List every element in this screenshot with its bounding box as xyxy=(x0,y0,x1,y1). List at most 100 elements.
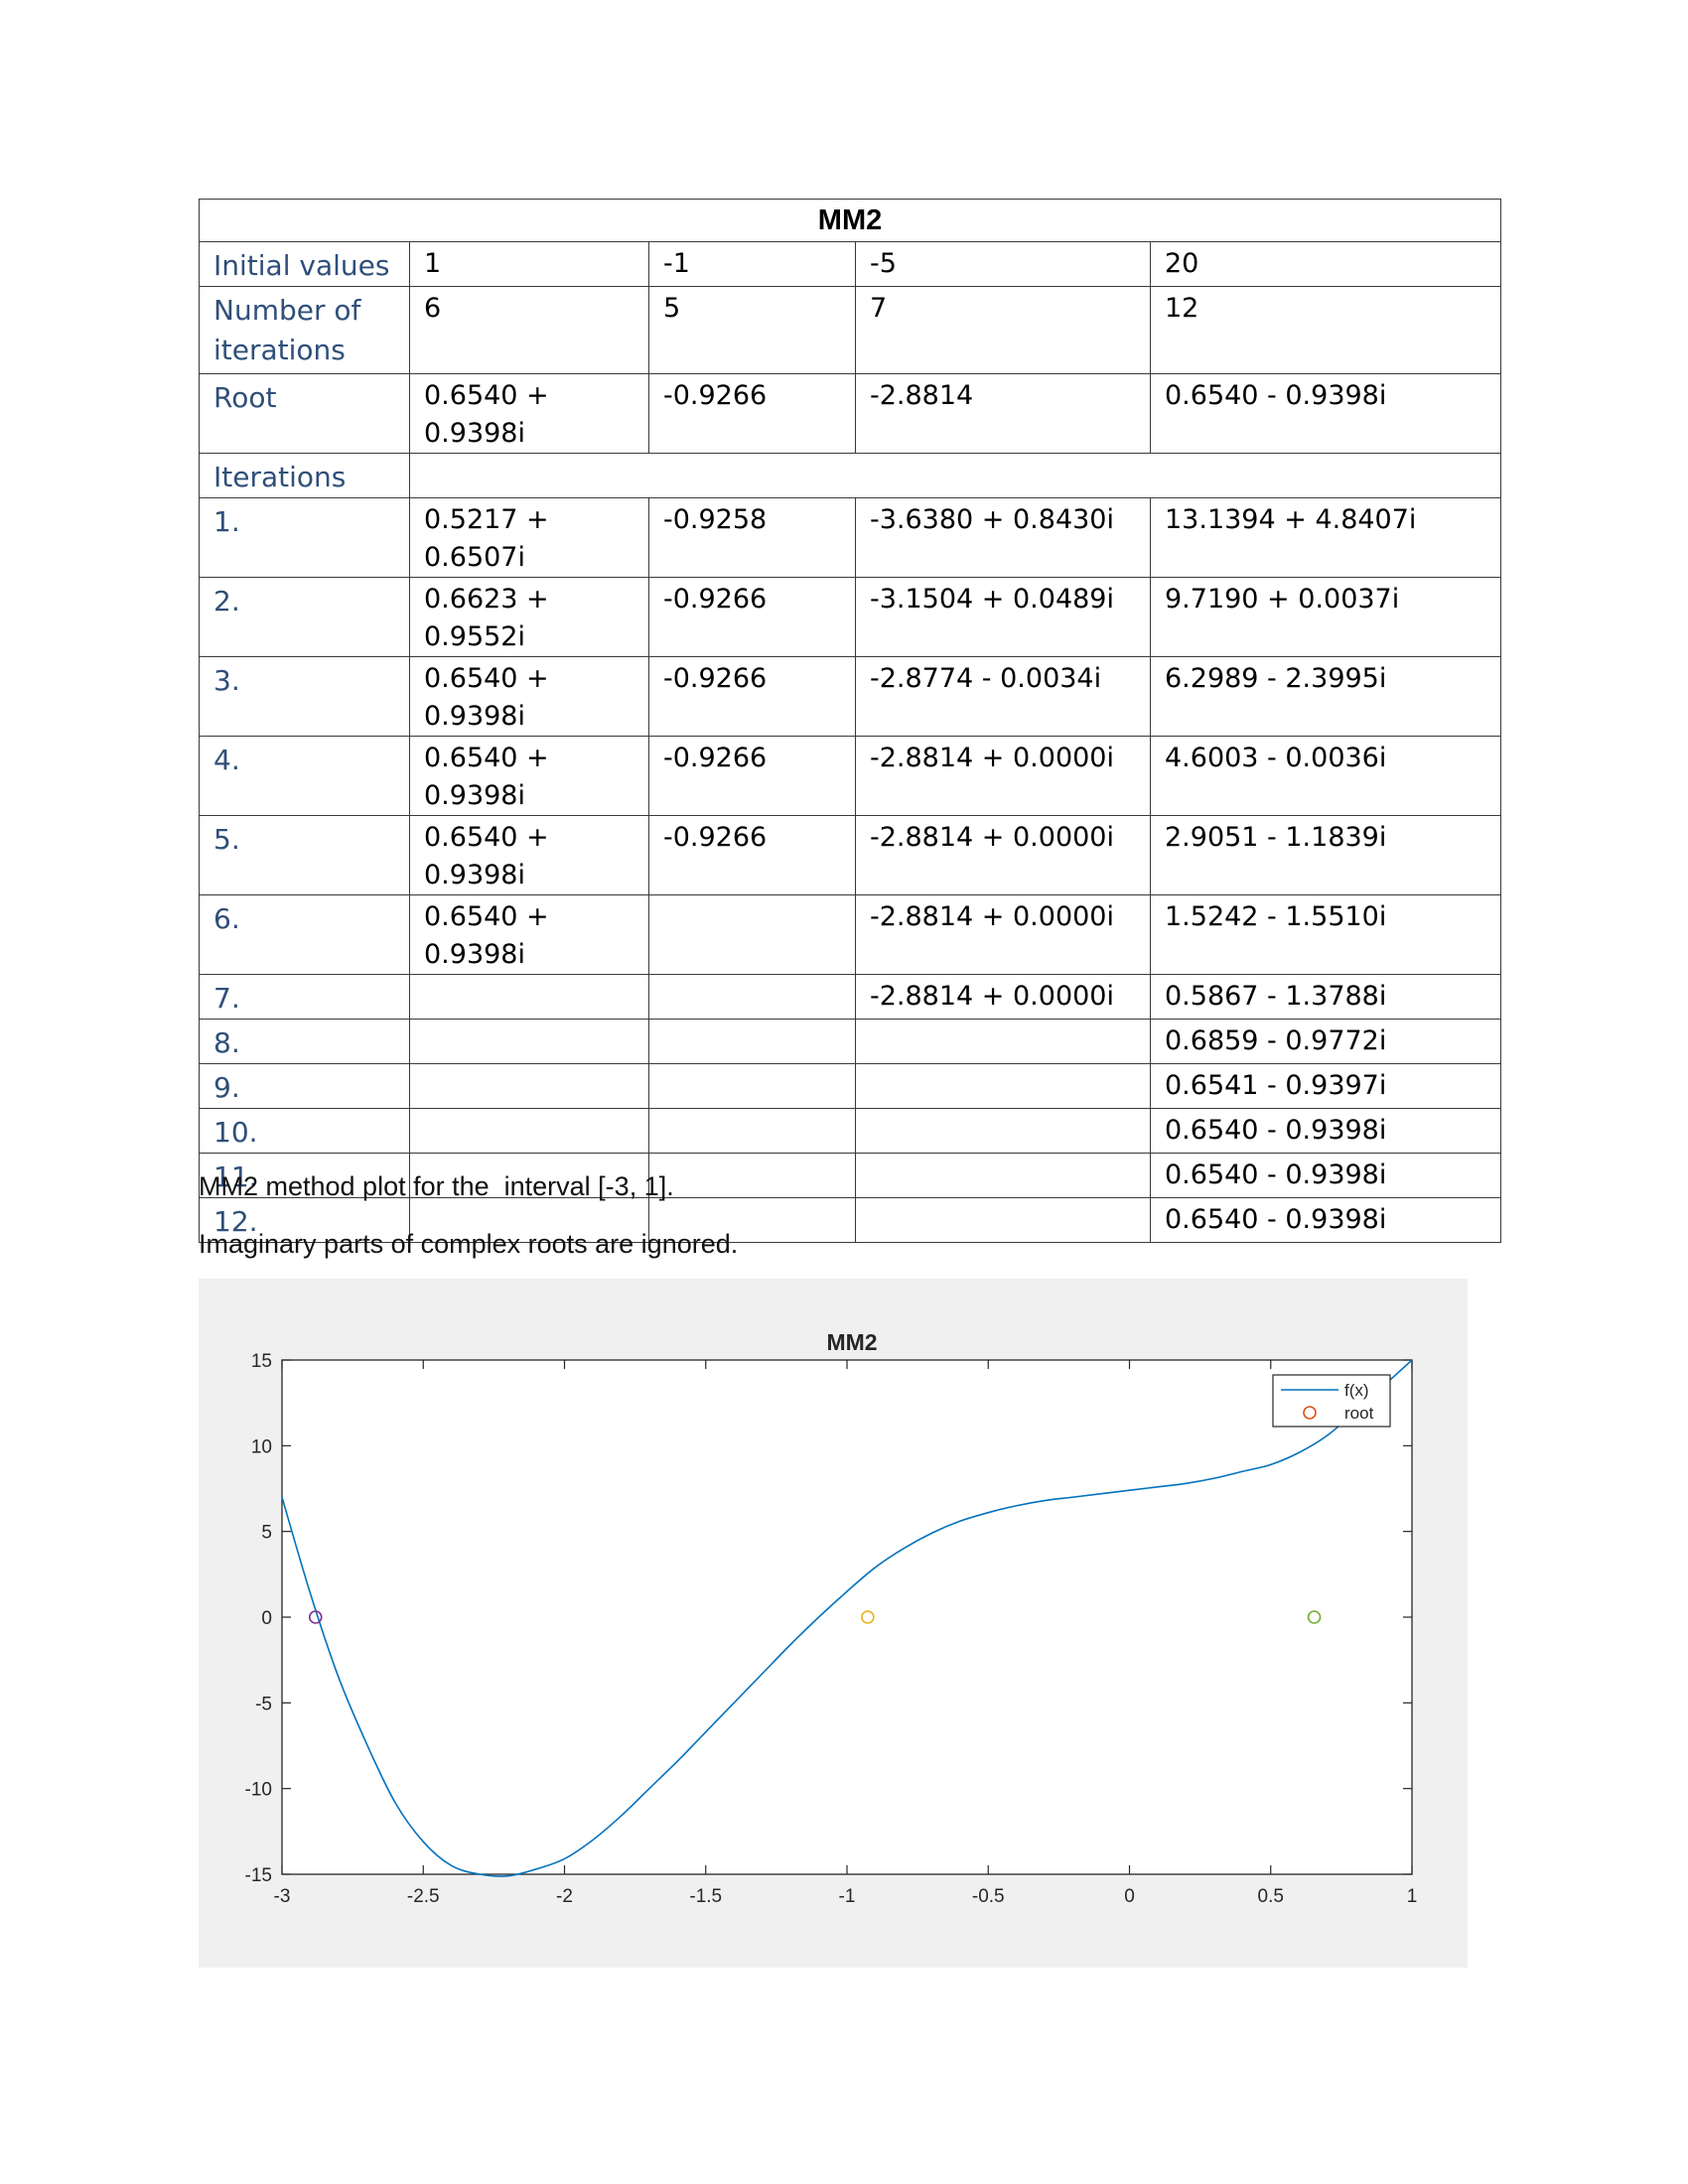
iteration-value-cell: -2.8774 - 0.0034i xyxy=(855,656,1151,737)
iteration-value-cell: 0.6540 - 0.9398i xyxy=(1149,1197,1502,1243)
iteration-number: 5. xyxy=(199,815,410,895)
x-tick-label: -3 xyxy=(274,1886,291,1907)
iteration-value-cell: 4.6003 - 0.0036i xyxy=(1149,736,1502,816)
iteration-value-cell xyxy=(648,1108,856,1154)
iteration-count-cell: 6 xyxy=(409,286,649,374)
table-title: MM2 xyxy=(198,199,1502,242)
iteration-value-cell: -2.8814 + 0.0000i xyxy=(855,894,1151,975)
table-row: 2. 0.6623 + 0.9552i -0.9266 -3.1504 + 0.048… xyxy=(199,577,1502,657)
iteration-number: 3. xyxy=(199,656,410,737)
iteration-count-cell: 12 xyxy=(1149,286,1502,374)
iteration-value-cell: -2.8814 + 0.0000i xyxy=(855,736,1151,816)
table-row: 4. 0.6540 + 0.9398i -0.9266 -2.8814 + 0.000… xyxy=(199,736,1502,816)
y-tick-label: 15 xyxy=(251,1351,272,1372)
iteration-count-cell: 5 xyxy=(648,286,856,374)
iteration-value-cell xyxy=(409,1063,649,1109)
iteration-value-cell xyxy=(855,1108,1151,1154)
root-cell: 0.6540 - 0.9398i xyxy=(1149,373,1502,454)
table-row: 3. 0.6540 + 0.9398i -0.9266 -2.8774 - 0.003… xyxy=(199,656,1502,737)
mm2-plot: -3 -2.5 -2 -1.5 -1 -0.5 0 0.5 1 15 10 5 0 -5 -10 -15 MM2… xyxy=(245,1329,1418,1907)
y-tick-label: 0 xyxy=(261,1608,272,1629)
iteration-value-cell: 0.6541 - 0.9397i xyxy=(1149,1063,1502,1109)
y-tick-label: -15 xyxy=(245,1865,272,1886)
x-tick-label: -2 xyxy=(556,1886,573,1907)
iteration-number: 7. xyxy=(199,974,410,1020)
iteration-value-cell xyxy=(855,1063,1151,1109)
initial-value-cell: 1 xyxy=(409,241,649,287)
iteration-number: 10. xyxy=(199,1108,410,1154)
iteration-value-cell xyxy=(409,1153,649,1198)
root-cell: -0.9266 xyxy=(648,373,856,454)
table-row: 12. 0.6540 - 0.9398i xyxy=(199,1197,1502,1243)
legend-label-fx: f(x) xyxy=(1344,1381,1369,1400)
y-tick-label: -10 xyxy=(245,1780,272,1801)
root-marker xyxy=(861,1610,875,1624)
x-tick-label: -1 xyxy=(839,1886,856,1907)
iteration-number: 11. xyxy=(199,1153,410,1198)
mm2-figure: -3 -2.5 -2 -1.5 -1 -0.5 0 0.5 1 15 10 5 0 -5 -10 -15 MM2… xyxy=(199,1279,1468,1968)
initial-value-cell: 20 xyxy=(1149,241,1502,287)
iteration-value-cell: 0.6859 - 0.9772i xyxy=(1149,1019,1502,1064)
iteration-value-cell: 13.1394 + 4.8407i xyxy=(1149,497,1502,578)
plot-area xyxy=(281,1359,1413,1875)
iteration-value-cell: -0.9266 xyxy=(648,656,856,737)
root-marker xyxy=(308,1610,323,1624)
iteration-count-cell: 7 xyxy=(855,286,1151,374)
iteration-value-cell xyxy=(855,1019,1151,1064)
iteration-value-cell: -0.9266 xyxy=(648,577,856,657)
iteration-value-cell: 0.6540 - 0.9398i xyxy=(1149,1153,1502,1198)
iteration-value-cell: -0.9266 xyxy=(648,815,856,895)
iteration-value-cell xyxy=(855,1153,1151,1198)
iteration-number: 9. xyxy=(199,1063,410,1109)
iteration-value-cell: -3.6380 + 0.8430i xyxy=(855,497,1151,578)
plot-note: Imaginary parts of complex roots are ign… xyxy=(199,1229,739,1259)
chart-title: MM2 xyxy=(826,1329,877,1355)
iteration-value-cell xyxy=(409,1197,649,1243)
iteration-value-cell xyxy=(648,1019,856,1064)
iteration-value-cell: -2.8814 + 0.0000i xyxy=(855,815,1151,895)
iteration-number: 12. xyxy=(199,1197,410,1243)
iterations-spacer-cell xyxy=(408,453,1502,498)
y-tick-label: -5 xyxy=(255,1694,272,1714)
x-tick-label: -0.5 xyxy=(972,1886,1005,1907)
iteration-number: 8. xyxy=(199,1019,410,1064)
mm2-results-table: MM2 Initial values 1 -1 -5 20 Number of … xyxy=(198,199,1502,1243)
x-tick-label: 1 xyxy=(1407,1886,1418,1907)
table-row: 8. 0.6859 - 0.9772i xyxy=(199,1019,1502,1064)
iteration-value-cell xyxy=(648,1197,856,1243)
x-tick-label: 0 xyxy=(1124,1886,1135,1907)
iteration-value-cell: 0.6540 + 0.9398i xyxy=(409,894,649,975)
iteration-value-cell xyxy=(409,1019,649,1064)
iteration-value-cell: 0.6623 + 0.9552i xyxy=(409,577,649,657)
legend-marker-swatch xyxy=(1303,1406,1317,1420)
iteration-value-cell: -2.8814 + 0.0000i xyxy=(855,974,1151,1020)
iteration-value-cell xyxy=(648,974,856,1020)
iteration-value-cell: 9.7190 + 0.0037i xyxy=(1149,577,1502,657)
iteration-value-cell: 0.6540 + 0.9398i xyxy=(409,736,649,816)
iteration-value-cell: -0.9266 xyxy=(648,736,856,816)
iteration-number: 2. xyxy=(199,577,410,657)
x-tick-label: 0.5 xyxy=(1258,1886,1284,1907)
iteration-value-cell: -0.9258 xyxy=(648,497,856,578)
root-label: Root xyxy=(199,373,410,454)
iteration-number: 6. xyxy=(199,894,410,975)
initial-value-cell: -1 xyxy=(648,241,856,287)
iteration-value-cell: 0.6540 + 0.9398i xyxy=(409,815,649,895)
iteration-value-cell xyxy=(409,974,649,1020)
iteration-value-cell: -3.1504 + 0.0489i xyxy=(855,577,1151,657)
iterations-label: Iterations xyxy=(199,453,410,498)
number-of-iterations-label: Number of iterations xyxy=(199,286,410,374)
fx-series-line xyxy=(281,1359,1413,1877)
iteration-number: 1. xyxy=(199,497,410,578)
iteration-value-cell: 0.6540 + 0.9398i xyxy=(409,656,649,737)
table-row: 9. 0.6541 - 0.9397i xyxy=(199,1063,1502,1109)
iteration-number: 4. xyxy=(199,736,410,816)
iteration-value-cell: 0.6540 - 0.9398i xyxy=(1149,1108,1502,1154)
iteration-value-cell: 0.5217 + 0.6507i xyxy=(409,497,649,578)
iteration-value-cell: 0.5867 - 1.3788i xyxy=(1149,974,1502,1020)
legend-box xyxy=(1272,1374,1391,1428)
root-marker xyxy=(1307,1610,1322,1624)
table-row: 6. 0.6540 + 0.9398i -2.8814 + 0.0000i 1.524… xyxy=(199,894,1502,975)
iteration-value-cell xyxy=(648,1063,856,1109)
iteration-value-cell: 1.5242 - 1.5510i xyxy=(1149,894,1502,975)
